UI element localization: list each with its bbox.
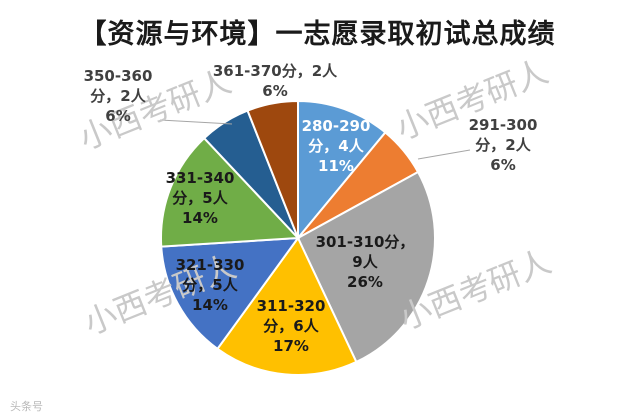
svg-text:分，5人: 分，5人 [172, 189, 228, 207]
svg-text:331-340: 331-340 [166, 169, 235, 187]
slice-count: 分，5人 [182, 276, 238, 294]
data-label-321-330: 321-330 分，5人 14% [176, 256, 245, 314]
chart-title: 【资源与环境】一志愿录取初试总成绩 [79, 19, 556, 50]
svg-text:321-330: 321-330 [176, 256, 245, 274]
slice-percent: 11% [318, 157, 354, 175]
slice-count: 分，2人 [475, 136, 531, 154]
svg-text:分，2人: 分，2人 [475, 136, 531, 154]
slice-count: 分，2人 [90, 87, 146, 105]
leader-lines [159, 119, 471, 160]
svg-text:361-370分，2人: 361-370分，2人 [213, 62, 338, 80]
slice-range: 301-310分， [316, 233, 415, 251]
slice-range: 361-370分，2人 [213, 62, 338, 80]
slice-range: 321-330 [176, 256, 245, 274]
slice-count: 分，4人 [308, 137, 364, 155]
pie-slice-2 [296, 170, 436, 364]
svg-text:14%: 14% [192, 296, 228, 314]
slice-count: 分，6人 [263, 317, 319, 335]
slice-percent: 6% [490, 156, 515, 174]
data-label-350-360: 350-360 分，2人 6% [84, 67, 153, 125]
svg-text:分，6人: 分，6人 [263, 317, 319, 335]
svg-text:6%: 6% [262, 82, 287, 100]
data-label-311-320: 311-320 分，6人 17% [257, 297, 326, 355]
svg-text:6%: 6% [105, 107, 130, 125]
slice-count: 9人 [352, 253, 378, 271]
svg-text:17%: 17% [273, 337, 309, 355]
slice-range: 331-340 [166, 169, 235, 187]
slice-percent: 6% [105, 107, 130, 125]
leader-line-291-300 [417, 149, 471, 160]
data-label-301-310: 301-310分， 9人 26% [316, 233, 415, 291]
pie-slice-3 [216, 236, 358, 376]
svg-text:301-310分，: 301-310分， [316, 233, 415, 251]
svg-text:分，2人: 分，2人 [90, 87, 146, 105]
slice-percent: 17% [273, 337, 309, 355]
svg-text:311-320: 311-320 [257, 297, 326, 315]
slice-range: 311-320 [257, 297, 326, 315]
svg-text:分，4人: 分，4人 [308, 137, 364, 155]
slice-count: 分，5人 [172, 189, 228, 207]
svg-text:9人: 9人 [352, 253, 378, 271]
svg-text:280-290: 280-290 [302, 117, 371, 135]
svg-text:11%: 11% [318, 157, 354, 175]
data-label-331-340: 331-340 分，5人 14% [166, 169, 235, 227]
data-label-291-300: 291-300 分，2人 6% [469, 116, 538, 174]
slice-range: 280-290 [302, 117, 371, 135]
slice-percent: 6% [262, 82, 287, 100]
slice-range: 350-360 [84, 67, 153, 85]
footer-mark: 头条号 [10, 399, 43, 413]
data-label-361-370: 361-370分，2人 6% [213, 62, 338, 100]
pie-slice-7 [246, 99, 299, 239]
svg-text:14%: 14% [182, 209, 218, 227]
svg-text:26%: 26% [347, 273, 383, 291]
slice-percent: 14% [192, 296, 228, 314]
pie-slice-0 [297, 99, 387, 241]
slice-range: 291-300 [469, 116, 538, 134]
svg-text:6%: 6% [490, 156, 515, 174]
svg-text:291-300: 291-300 [469, 116, 538, 134]
svg-text:350-360: 350-360 [84, 67, 153, 85]
leader-line-350-360 [159, 119, 233, 125]
pie-slice-5 [160, 136, 301, 248]
svg-text:分，5人: 分，5人 [182, 276, 238, 294]
pie-slice-4 [160, 236, 301, 351]
pie-slices [160, 99, 436, 376]
data-label-280-290: 280-290 分，4人 11% [302, 117, 371, 175]
slice-percent: 14% [182, 209, 218, 227]
slice-percent: 26% [347, 273, 383, 291]
